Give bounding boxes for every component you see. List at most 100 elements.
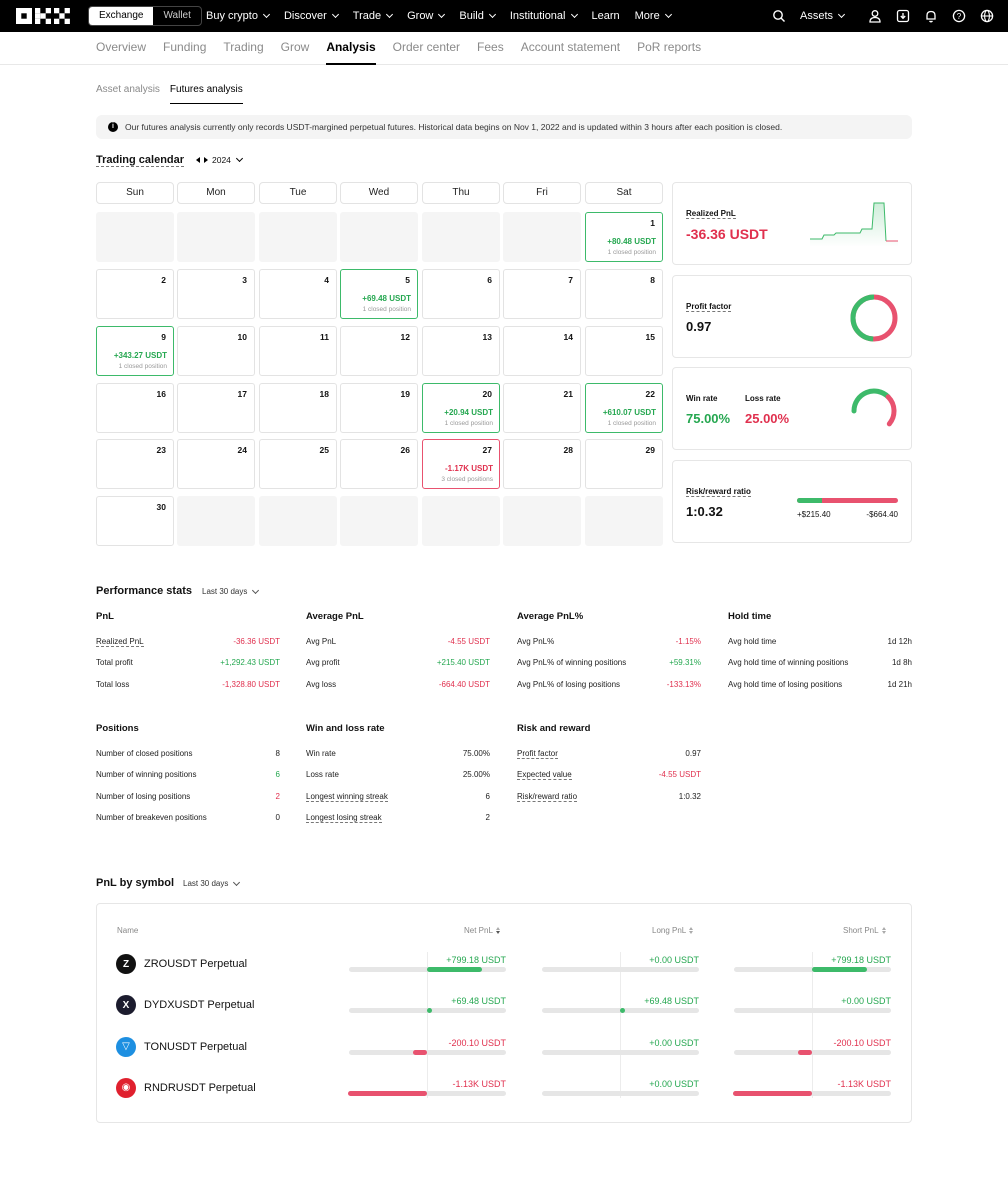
risk-reward-value: 1:0.32 (686, 504, 723, 519)
nav-item-discover[interactable]: Discover (284, 10, 339, 22)
perf-row-label[interactable]: Realized PnL (96, 637, 144, 647)
day-pnl: +69.48 USDT (362, 294, 411, 303)
nav-item-grow[interactable]: Grow (407, 10, 446, 22)
calendar-day-cell[interactable]: 23 (96, 439, 174, 489)
calendar-day-cell[interactable]: 2 (96, 269, 174, 319)
user-icon[interactable] (868, 9, 882, 23)
calendar-day-cell[interactable]: 13 (422, 326, 500, 376)
bell-icon[interactable] (924, 9, 938, 23)
tab-account-statement[interactable]: Account statement (520, 40, 621, 54)
trading-calendar-title[interactable]: Trading calendar (96, 154, 185, 167)
win-loss-card: Win rate 75.00% Loss rate 25.00% (672, 367, 912, 450)
next-year-icon[interactable] (204, 157, 208, 163)
globe-icon[interactable] (980, 9, 994, 23)
notice-text: Our futures analysis currently only reco… (125, 122, 783, 132)
exchange-toggle[interactable]: Exchange (89, 7, 154, 25)
calendar-day-cell[interactable]: 15 (585, 326, 663, 376)
calendar-day-cell[interactable]: 7 (503, 269, 581, 319)
nav-item-institutional[interactable]: Institutional (510, 10, 578, 22)
tab-por-reports[interactable]: PoR reports (637, 40, 702, 54)
profit-factor-card: Profit factor 0.97 (672, 275, 912, 358)
calendar-day-cell[interactable]: 22 +610.07 USDT 1 closed position (585, 383, 663, 433)
perf-row-label[interactable]: Profit factor (517, 749, 558, 759)
calendar-day-cell[interactable]: 4 (259, 269, 337, 319)
perf-row-label[interactable]: Expected value (517, 770, 572, 781)
calendar-day-cell[interactable]: 5 +69.48 USDT 1 closed position (340, 269, 418, 319)
perf-row-label[interactable]: Risk/reward ratio (517, 791, 578, 802)
header-short-pnl[interactable]: Short PnL (843, 926, 886, 935)
perf-range-label: Last 30 days (202, 587, 248, 596)
tab-trading[interactable]: Trading (223, 40, 264, 54)
symbol-range-select[interactable]: Last 30 days (183, 878, 241, 888)
tab-fees[interactable]: Fees (477, 40, 504, 54)
header-net-pnl[interactable]: Net PnL (464, 926, 500, 935)
calendar-day-cell[interactable]: 27 -1.17K USDT 3 closed positions (422, 439, 500, 489)
calendar-day-cell[interactable]: 19 (340, 383, 418, 433)
symbol-name-cell[interactable]: ▽ TONUSDT Perpetual (116, 1036, 247, 1057)
calendar-day-cell[interactable]: 9 +343.27 USDT 1 closed position (96, 326, 174, 376)
chevron-down-icon (438, 10, 446, 19)
symbol-name-cell[interactable]: Z ZROUSDT Perpetual (116, 954, 247, 974)
tab-grow[interactable]: Grow (280, 40, 310, 54)
calendar-day-cell[interactable]: 3 (177, 269, 255, 319)
calendar-day-cell[interactable]: 10 (177, 326, 255, 376)
calendar-day-cell[interactable]: 16 (96, 383, 174, 433)
symbol-name-cell[interactable]: ◉ RNDRUSDT Perpetual (116, 1077, 256, 1098)
profit-factor-label[interactable]: Profit factor (686, 302, 732, 312)
perf-row-label: Number of losing positions (96, 791, 191, 801)
calendar-day-cell[interactable]: 17 (177, 383, 255, 433)
okx-logo[interactable] (16, 8, 70, 24)
nav-item-build[interactable]: Build (459, 10, 496, 22)
calendar-day-cell[interactable]: 21 (503, 383, 581, 433)
perf-row-label[interactable]: Longest winning streak (306, 791, 388, 802)
calendar-day-cell[interactable]: 14 (503, 326, 581, 376)
download-icon[interactable] (896, 9, 910, 23)
day-number: 7 (568, 275, 573, 285)
search-icon[interactable] (772, 9, 786, 23)
day-number: 4 (324, 275, 329, 285)
calendar-day-cell[interactable]: 25 (259, 439, 337, 489)
rndr-coin-icon: ◉ (116, 1077, 136, 1098)
nav-item-learn[interactable]: Learn (592, 10, 620, 22)
nav-item-trade[interactable]: Trade (353, 10, 394, 22)
nav-item-buy-crypto[interactable]: Buy crypto (206, 10, 271, 22)
prev-year-icon[interactable] (196, 157, 200, 163)
wallet-toggle[interactable]: Wallet (163, 10, 191, 21)
chevron-down-icon[interactable] (235, 154, 243, 163)
symbol-name-cell[interactable]: X DYDXUSDT Perpetual (116, 995, 254, 1016)
calendar-day-cell[interactable]: 18 (259, 383, 337, 433)
day-number: 15 (645, 332, 655, 342)
calendar-day-cell[interactable]: 29 (585, 439, 663, 489)
tab-overview[interactable]: Overview (96, 40, 147, 54)
tab-analysis[interactable]: Analysis (326, 32, 376, 65)
net-pnl-bar (412, 1049, 427, 1055)
realized-pnl-label[interactable]: Realized PnL (686, 209, 736, 219)
tab-futures-analysis[interactable]: Futures analysis (169, 84, 243, 104)
perf-row-label: Win rate (306, 749, 336, 758)
help-icon[interactable]: ? (952, 9, 966, 23)
calendar-day-cell[interactable]: 6 (422, 269, 500, 319)
header-long-pnl[interactable]: Long PnL (652, 926, 694, 935)
nav-item-more[interactable]: More (635, 10, 672, 22)
perf-row-label[interactable]: Longest losing streak (306, 812, 382, 823)
info-notice: i Our futures analysis currently only re… (96, 115, 912, 139)
tab-order-center[interactable]: Order center (392, 40, 461, 54)
calendar-day-cell[interactable]: 28 (503, 439, 581, 489)
long-pnl-track (542, 1090, 699, 1096)
assets-menu[interactable]: Assets (800, 10, 846, 22)
calendar-day-cell[interactable]: 11 (259, 326, 337, 376)
calendar-day-cell[interactable]: 24 (177, 439, 255, 489)
calendar-day-cell[interactable]: 12 (340, 326, 418, 376)
calendar-day-cell[interactable]: 26 (340, 439, 418, 489)
calendar-day-cell[interactable]: 30 (96, 496, 174, 546)
calendar-day-cell[interactable]: 20 +20.94 USDT 1 closed position (422, 383, 500, 433)
tab-asset-analysis[interactable]: Asset analysis (96, 84, 160, 95)
perf-row-value: -1,328.80 USDT (222, 679, 280, 689)
risk-reward-label[interactable]: Risk/reward ratio (686, 487, 751, 497)
day-closed-positions: 1 closed position (444, 420, 493, 427)
year-value[interactable]: 2024 (212, 155, 231, 165)
tab-funding[interactable]: Funding (163, 40, 207, 54)
calendar-day-cell[interactable]: 1 +80.48 USDT 1 closed position (585, 212, 663, 262)
perf-range-select[interactable]: Last 30 days (202, 586, 260, 596)
calendar-day-cell[interactable]: 8 (585, 269, 663, 319)
